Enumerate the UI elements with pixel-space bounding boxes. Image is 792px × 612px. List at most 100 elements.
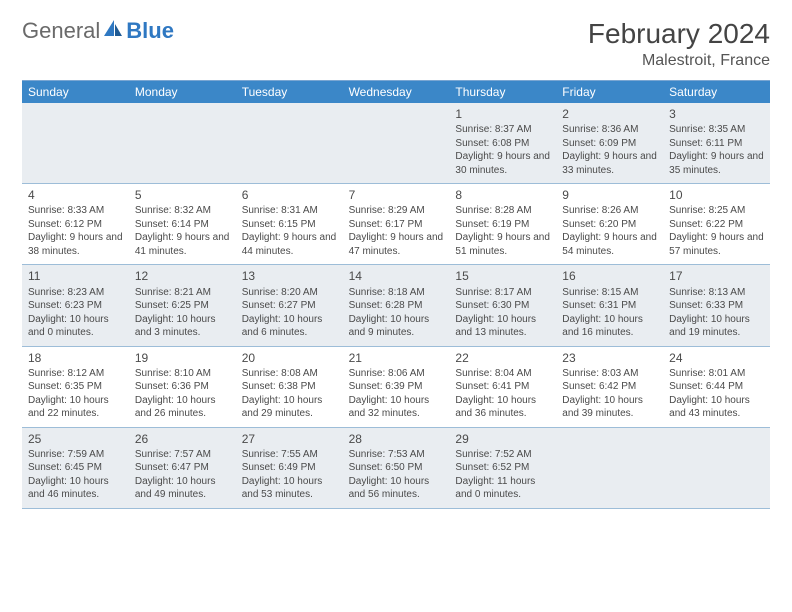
sunrise-text: Sunrise: 8:37 AM (455, 123, 550, 137)
daylight-text: Daylight: 10 hours and 3 minutes. (135, 313, 230, 340)
sunrise-text: Sunrise: 8:03 AM (562, 367, 657, 381)
sunrise-text: Sunrise: 8:12 AM (28, 367, 123, 381)
month-title: February 2024 (588, 18, 770, 50)
calendar-cell: 27Sunrise: 7:55 AMSunset: 6:49 PMDayligh… (236, 428, 343, 508)
daylight-text: Daylight: 10 hours and 39 minutes. (562, 394, 657, 421)
calendar-cell: 26Sunrise: 7:57 AMSunset: 6:47 PMDayligh… (129, 428, 236, 508)
weekday-thu: Thursday (449, 81, 556, 103)
sunset-text: Sunset: 6:20 PM (562, 218, 657, 232)
sunset-text: Sunset: 6:19 PM (455, 218, 550, 232)
daylight-text: Daylight: 9 hours and 57 minutes. (669, 231, 764, 258)
sunrise-text: Sunrise: 8:32 AM (135, 204, 230, 218)
sunset-text: Sunset: 6:36 PM (135, 380, 230, 394)
calendar-week: 25Sunrise: 7:59 AMSunset: 6:45 PM Dayligh… (22, 428, 770, 509)
sunset-text: Sunset: 6:38 PM (242, 380, 337, 394)
day-number: 25 (28, 431, 123, 447)
sunset-text: Sunset: 6:49 PM (242, 461, 337, 475)
daylight-text: Daylight: 10 hours and 49 minutes. (135, 475, 230, 502)
calendar-cell: 2Sunrise: 8:36 AMSunset: 6:09 PMDaylight… (556, 103, 663, 183)
weekday-fri: Friday (556, 81, 663, 103)
daylight-text: Daylight: 9 hours and 35 minutes. (669, 150, 764, 177)
sunrise-text: Sunrise: 8:08 AM (242, 367, 337, 381)
sunset-text: Sunset: 6:27 PM (242, 299, 337, 313)
sunset-text: Sunset: 6:08 PM (455, 137, 550, 151)
sunrise-text: Sunrise: 8:26 AM (562, 204, 657, 218)
calendar-cell: 13Sunrise: 8:20 AMSunset: 6:27 PMDayligh… (236, 265, 343, 345)
day-number: 13 (242, 268, 337, 284)
day-number: 18 (28, 350, 123, 366)
daylight-text: Daylight: 9 hours and 41 minutes. (135, 231, 230, 258)
sunset-text: Sunset: 6:11 PM (669, 137, 764, 151)
daylight-text: Daylight: 10 hours and 9 minutes. (349, 313, 444, 340)
sunrise-text: Sunrise: 8:15 AM (562, 286, 657, 300)
sunrise-text: Sunrise: 8:06 AM (349, 367, 444, 381)
sunrise-text: Sunrise: 8:28 AM (455, 204, 550, 218)
daylight-text: Daylight: 10 hours and 53 minutes. (242, 475, 337, 502)
calendar-cell (343, 103, 450, 183)
title-block: February 2024 Malestroit, France (588, 18, 770, 70)
sunset-text: Sunset: 6:30 PM (455, 299, 550, 313)
calendar-cell: 1Sunrise: 8:37 AMSunset: 6:08 PMDaylight… (449, 103, 556, 183)
calendar-cell: 4Sunrise: 8:33 AMSunset: 6:12 PMDaylight… (22, 184, 129, 264)
calendar-grid: Sunday Monday Tuesday Wednesday Thursday… (22, 80, 770, 509)
day-number: 21 (349, 350, 444, 366)
day-number: 15 (455, 268, 550, 284)
daylight-text: Daylight: 9 hours and 54 minutes. (562, 231, 657, 258)
day-number: 11 (28, 268, 123, 284)
sunset-text: Sunset: 6:14 PM (135, 218, 230, 232)
sunset-text: Sunset: 6:17 PM (349, 218, 444, 232)
calendar-cell: 19Sunrise: 8:10 AMSunset: 6:36 PMDayligh… (129, 347, 236, 427)
daylight-text: Daylight: 10 hours and 32 minutes. (349, 394, 444, 421)
day-number: 7 (349, 187, 444, 203)
calendar-cell: 10Sunrise: 8:25 AMSunset: 6:22 PMDayligh… (663, 184, 770, 264)
sunset-text: Sunset: 6:12 PM (28, 218, 123, 232)
sunrise-text: Sunrise: 8:23 AM (28, 286, 123, 300)
location-label: Malestroit, France (588, 52, 770, 70)
day-number: 24 (669, 350, 764, 366)
sunset-text: Sunset: 6:45 PM (28, 461, 123, 475)
sunset-text: Sunset: 6:22 PM (669, 218, 764, 232)
sunrise-text: Sunrise: 7:59 AM (28, 448, 123, 462)
daylight-text: Daylight: 9 hours and 47 minutes. (349, 231, 444, 258)
day-number: 23 (562, 350, 657, 366)
day-number: 2 (562, 106, 657, 122)
sunrise-text: Sunrise: 8:01 AM (669, 367, 764, 381)
daylight-text: Daylight: 10 hours and 43 minutes. (669, 394, 764, 421)
daylight-text: Daylight: 10 hours and 6 minutes. (242, 313, 337, 340)
sunrise-text: Sunrise: 8:17 AM (455, 286, 550, 300)
day-number: 28 (349, 431, 444, 447)
sunrise-text: Sunrise: 8:04 AM (455, 367, 550, 381)
calendar-week: 18Sunrise: 8:12 AMSunset: 6:35 PMDayligh… (22, 347, 770, 428)
sunrise-text: Sunrise: 7:52 AM (455, 448, 550, 462)
calendar-cell: 15Sunrise: 8:17 AMSunset: 6:30 PMDayligh… (449, 265, 556, 345)
day-number: 16 (562, 268, 657, 284)
calendar-cell (663, 428, 770, 508)
calendar-cell: 29Sunrise: 7:52 AMSunset: 6:52 PMDayligh… (449, 428, 556, 508)
calendar-cell (22, 103, 129, 183)
sunrise-text: Sunrise: 7:53 AM (349, 448, 444, 462)
sunset-text: Sunset: 6:15 PM (242, 218, 337, 232)
daylight-text: Daylight: 9 hours and 44 minutes. (242, 231, 337, 258)
day-number: 19 (135, 350, 230, 366)
sunset-text: Sunset: 6:50 PM (349, 461, 444, 475)
weeks-container: 1Sunrise: 8:37 AMSunset: 6:08 PMDaylight… (22, 103, 770, 509)
calendar-cell: 6Sunrise: 8:31 AMSunset: 6:15 PMDaylight… (236, 184, 343, 264)
sunrise-text: Sunrise: 8:21 AM (135, 286, 230, 300)
sail-icon (102, 18, 124, 44)
sunset-text: Sunset: 6:33 PM (669, 299, 764, 313)
sunrise-text: Sunrise: 8:25 AM (669, 204, 764, 218)
calendar-week: 4Sunrise: 8:33 AMSunset: 6:12 PMDaylight… (22, 184, 770, 265)
calendar-cell: 11Sunrise: 8:23 AMSunset: 6:23 PMDayligh… (22, 265, 129, 345)
day-number: 20 (242, 350, 337, 366)
brand-word-2: Blue (126, 18, 174, 44)
sunset-text: Sunset: 6:09 PM (562, 137, 657, 151)
sunrise-text: Sunrise: 8:29 AM (349, 204, 444, 218)
day-number: 10 (669, 187, 764, 203)
sunrise-text: Sunrise: 7:55 AM (242, 448, 337, 462)
daylight-text: Daylight: 11 hours and 0 minutes. (455, 475, 550, 502)
calendar-cell: 7Sunrise: 8:29 AMSunset: 6:17 PMDaylight… (343, 184, 450, 264)
calendar-cell: 24Sunrise: 8:01 AMSunset: 6:44 PMDayligh… (663, 347, 770, 427)
sunset-text: Sunset: 6:52 PM (455, 461, 550, 475)
daylight-text: Daylight: 10 hours and 19 minutes. (669, 313, 764, 340)
calendar-cell (236, 103, 343, 183)
